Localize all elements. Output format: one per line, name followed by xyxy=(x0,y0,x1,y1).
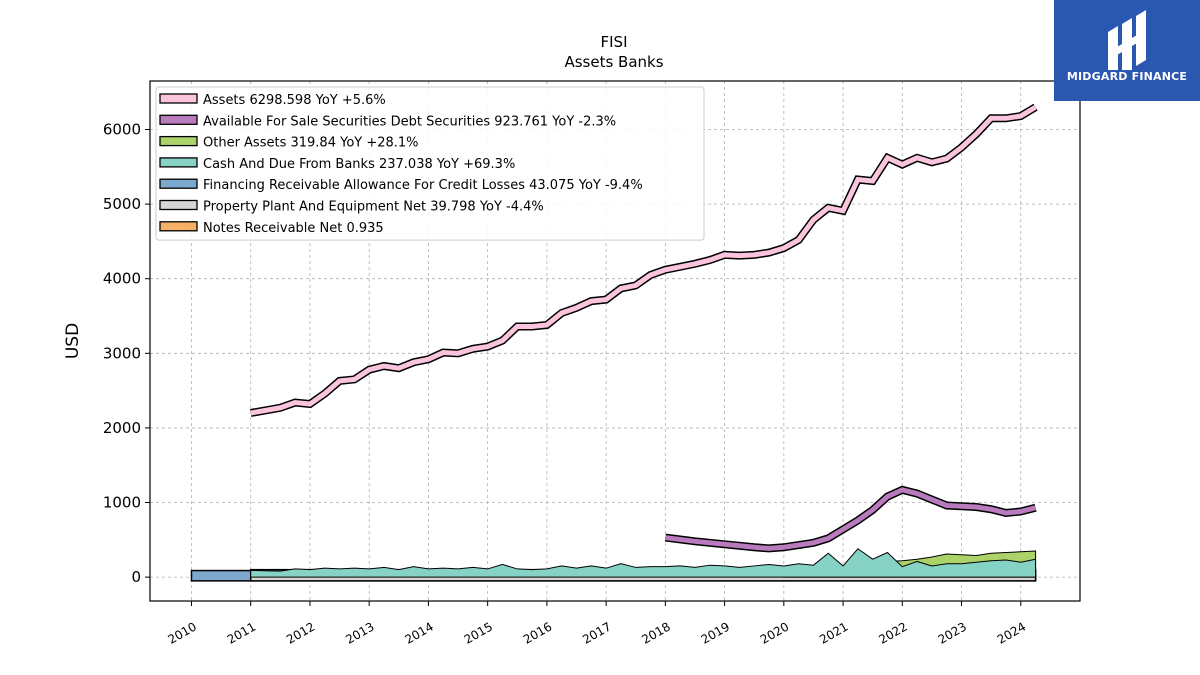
chart-title: FISI xyxy=(601,33,628,51)
y-tick-label: 6000 xyxy=(103,120,141,138)
x-tick-label: 2019 xyxy=(699,619,732,646)
x-tick-label: 2015 xyxy=(462,619,495,646)
y-tick-label: 5000 xyxy=(103,195,141,213)
legend: Assets 6298.598 YoY +5.6% Available For S… xyxy=(155,86,705,241)
legend-swatch xyxy=(159,93,198,104)
series-lines xyxy=(250,103,1038,553)
x-tick-label: 2012 xyxy=(284,619,317,646)
legend-entry: Financing Receivable Allowance For Credi… xyxy=(203,178,643,193)
legend-box xyxy=(155,86,705,241)
x-tick-label: 2011 xyxy=(225,619,258,646)
legend-entry: Assets 6298.598 YoY +5.6% xyxy=(203,93,386,108)
series-line-assets xyxy=(250,104,1037,416)
x-tick-label: 2022 xyxy=(876,619,909,646)
x-tick-label: 2017 xyxy=(580,619,613,646)
legend-entry: Notes Receivable Net 0.935 xyxy=(203,221,384,236)
y-tick-label: 4000 xyxy=(103,270,141,288)
legend-entry: Available For Sale Securities Debt Secur… xyxy=(203,114,616,129)
chart-subtitle: Assets Banks xyxy=(564,53,663,71)
x-tick-label: 2010 xyxy=(166,619,199,646)
plot-frame xyxy=(149,80,1081,602)
company-logo: MIDGARD FINANCE xyxy=(1054,0,1200,101)
x-tick-label: 2024 xyxy=(995,619,1028,646)
y-tick-label: 1000 xyxy=(103,494,141,512)
x-tick-label: 2023 xyxy=(936,619,969,646)
y-ticks: 0 1000 2000 3000 4000 5000 6000 xyxy=(103,120,150,586)
x-tick-label: 2014 xyxy=(402,619,435,646)
x-tick-label: 2020 xyxy=(758,619,791,646)
series-line-available-for-sale-securities-debt-securities xyxy=(665,487,1037,551)
series-areas xyxy=(190,548,1037,582)
x-tick-label: 2013 xyxy=(343,619,376,646)
legend-swatch xyxy=(159,178,198,189)
legend-swatch xyxy=(159,114,198,125)
x-tick-label: 2018 xyxy=(639,619,672,646)
logo-mark-icon xyxy=(1108,10,1146,70)
legend-swatch xyxy=(159,221,198,232)
grid xyxy=(150,81,1080,601)
legend-swatch xyxy=(159,157,198,168)
logo-text: MIDGARD FINANCE xyxy=(1066,70,1188,83)
legend-entry: Property Plant And Equipment Net 39.798 … xyxy=(203,200,544,215)
y-tick-label: 2000 xyxy=(103,419,141,437)
y-tick-label: 0 xyxy=(131,568,141,586)
legend-swatch xyxy=(159,199,198,211)
legend-entry: Other Assets 319.84 YoY +28.1% xyxy=(203,136,419,151)
legend-swatch xyxy=(159,135,198,147)
y-tick-label: 3000 xyxy=(103,344,141,362)
series-area-cash-and-due-from-banks xyxy=(250,548,1037,578)
x-tick-label: 2021 xyxy=(817,619,850,646)
y-axis-label: USD xyxy=(63,323,83,359)
legend-entry: Cash And Due From Banks 237.038 YoY +69.… xyxy=(203,157,515,172)
x-tick-label: 2016 xyxy=(521,619,554,646)
x-ticks: 2010 2011 2012 2013 2014 2015 2016 2017 2018 2019… xyxy=(166,601,1028,647)
series-outline-available-for-sale-securities-debt-securities xyxy=(664,485,1037,553)
